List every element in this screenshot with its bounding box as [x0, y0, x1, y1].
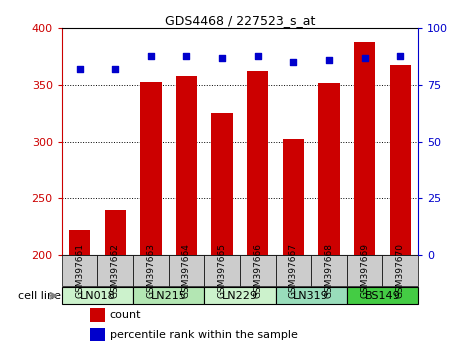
Text: GSM397665: GSM397665 — [218, 243, 227, 298]
Text: LN018: LN018 — [79, 291, 115, 301]
Text: LN215: LN215 — [151, 291, 187, 301]
Bar — [276, 255, 311, 286]
Point — [182, 53, 190, 58]
Bar — [318, 83, 340, 255]
Bar — [247, 72, 268, 255]
Bar — [382, 255, 418, 286]
Text: GSM397669: GSM397669 — [360, 243, 369, 298]
Bar — [276, 287, 347, 304]
Bar — [204, 255, 240, 286]
Text: GSM397664: GSM397664 — [182, 243, 191, 298]
Point — [111, 66, 119, 72]
Title: GDS4468 / 227523_s_at: GDS4468 / 227523_s_at — [165, 14, 315, 27]
Bar — [140, 81, 162, 255]
Bar — [211, 113, 233, 255]
Bar — [204, 287, 276, 304]
Point — [361, 55, 369, 61]
Bar — [311, 255, 347, 286]
Bar — [90, 308, 104, 322]
Text: LN229: LN229 — [222, 291, 258, 301]
Bar — [390, 64, 411, 255]
Point — [254, 53, 261, 58]
Text: BS149: BS149 — [364, 291, 400, 301]
Text: GSM397662: GSM397662 — [111, 243, 120, 298]
Text: GSM397668: GSM397668 — [324, 243, 333, 298]
Bar — [283, 139, 304, 255]
Text: GSM397661: GSM397661 — [75, 243, 84, 298]
Point — [396, 53, 404, 58]
Text: GSM397667: GSM397667 — [289, 243, 298, 298]
Bar — [347, 287, 418, 304]
Bar — [69, 230, 90, 255]
Bar — [240, 255, 276, 286]
Bar — [62, 255, 97, 286]
Point — [289, 59, 297, 65]
Point — [325, 57, 332, 63]
Bar — [347, 255, 382, 286]
Bar — [133, 287, 204, 304]
Bar — [133, 255, 169, 286]
Text: cell line: cell line — [18, 291, 61, 301]
Point — [76, 66, 84, 72]
Text: percentile rank within the sample: percentile rank within the sample — [110, 330, 298, 340]
Bar — [354, 42, 375, 255]
Point — [218, 55, 226, 61]
Text: LN319: LN319 — [293, 291, 329, 301]
Bar — [90, 328, 104, 342]
Point — [147, 53, 155, 58]
Bar — [169, 255, 204, 286]
Text: GSM397666: GSM397666 — [253, 243, 262, 298]
Bar — [62, 287, 133, 304]
Bar — [97, 255, 133, 286]
Text: count: count — [110, 310, 142, 320]
Text: GSM397670: GSM397670 — [396, 243, 405, 298]
Bar — [176, 76, 197, 255]
Text: GSM397663: GSM397663 — [146, 243, 155, 298]
Bar — [104, 210, 126, 255]
